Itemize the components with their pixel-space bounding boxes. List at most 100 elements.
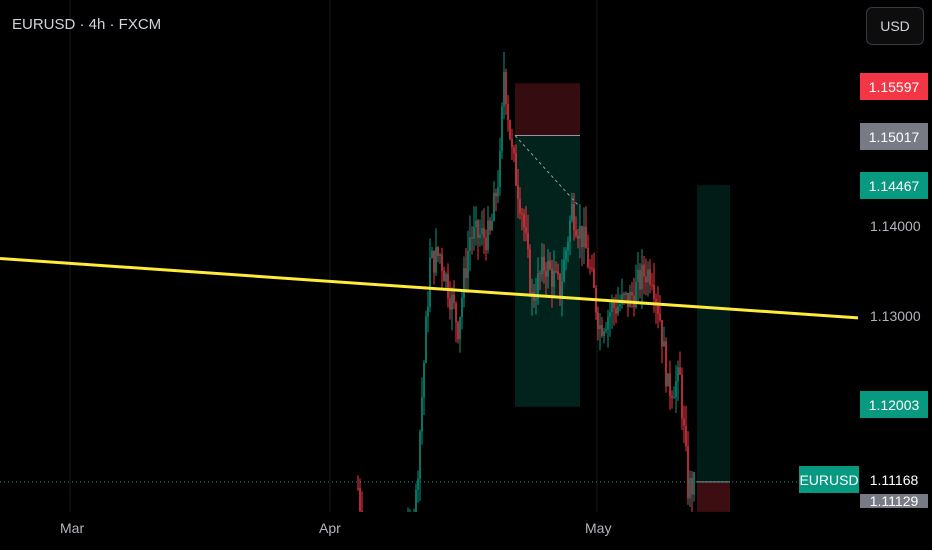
candle [513,147,515,154]
candle [601,324,603,336]
candle [489,220,491,231]
candle [575,230,577,236]
candle [559,274,561,299]
candle [573,203,575,231]
candle [663,341,665,347]
candle [425,316,427,363]
symbol-price-badge: EURUSD [799,466,859,493]
candle [531,291,533,295]
stop-zone-lower [697,481,730,512]
x-tick-label: May [585,520,612,536]
stop-loss-zone [515,83,580,136]
candle [541,256,543,275]
candle [431,250,433,258]
candle [535,298,537,301]
candle [457,322,459,340]
candle [561,281,563,299]
candle [473,226,475,239]
candle [493,192,495,221]
candle [483,228,485,238]
candle [629,291,631,307]
candle [359,488,361,512]
candle [487,220,489,251]
candle [657,302,659,314]
candle [631,291,633,296]
candle [673,397,675,399]
candle [609,312,611,317]
candle [497,186,499,197]
candle [661,320,663,347]
candle [491,220,493,231]
candle [623,294,625,296]
candle [529,248,531,295]
candle [651,284,653,286]
candle [357,488,359,489]
candle [451,294,453,310]
candle [459,317,461,340]
candle [485,237,487,251]
candle [515,153,517,186]
candle [667,373,669,387]
candle [613,302,615,309]
candle [517,185,519,200]
candle [563,259,565,282]
candle [417,478,419,490]
prev-close-price-badge: 1.11129 [860,494,928,508]
candle [437,247,439,256]
candle [449,298,451,310]
trend-line [0,257,859,320]
candle [503,72,505,107]
candle [495,192,497,197]
candle [587,248,589,268]
candle [659,313,661,321]
candle [415,489,417,512]
candle [557,271,559,275]
candle [477,220,479,238]
take-profit-price-badge: 1.14467 [860,172,928,199]
candle [611,302,613,313]
candle [471,237,473,239]
candle [521,213,523,215]
candle [607,316,609,330]
candle [423,362,425,398]
currency-button[interactable]: USD [866,7,924,45]
y-tick-label: 1.14000 [870,218,921,234]
candle [539,273,541,275]
candle [465,268,467,278]
target-price-badge: 1.12003 [860,391,928,418]
candle [429,257,431,307]
candle [543,256,545,271]
candle [665,341,667,387]
candle [679,367,681,375]
candle [691,478,693,495]
candle [435,247,437,273]
candle [653,284,655,299]
candle [677,367,679,381]
candle [565,250,567,260]
candle [639,269,641,290]
candle [569,220,571,243]
candle [463,268,465,298]
candle [593,268,595,288]
candle [549,260,551,269]
time-axis [0,512,932,550]
candle [501,106,503,152]
candle [555,271,557,273]
candle [505,72,507,104]
take-profit-zone [697,184,730,482]
trade-path-line [514,135,581,208]
candle [361,511,363,513]
entry-price-badge: 1.15017 [860,123,928,150]
candle [583,226,585,248]
candle [433,250,435,273]
candle [627,292,629,307]
candle [621,294,623,305]
candle [645,276,647,283]
candle [545,270,547,277]
stop-loss-price-badge: 1.15597 [860,73,928,100]
candle [589,267,591,269]
candle [453,294,455,304]
candle [419,431,421,479]
candle [469,237,471,252]
